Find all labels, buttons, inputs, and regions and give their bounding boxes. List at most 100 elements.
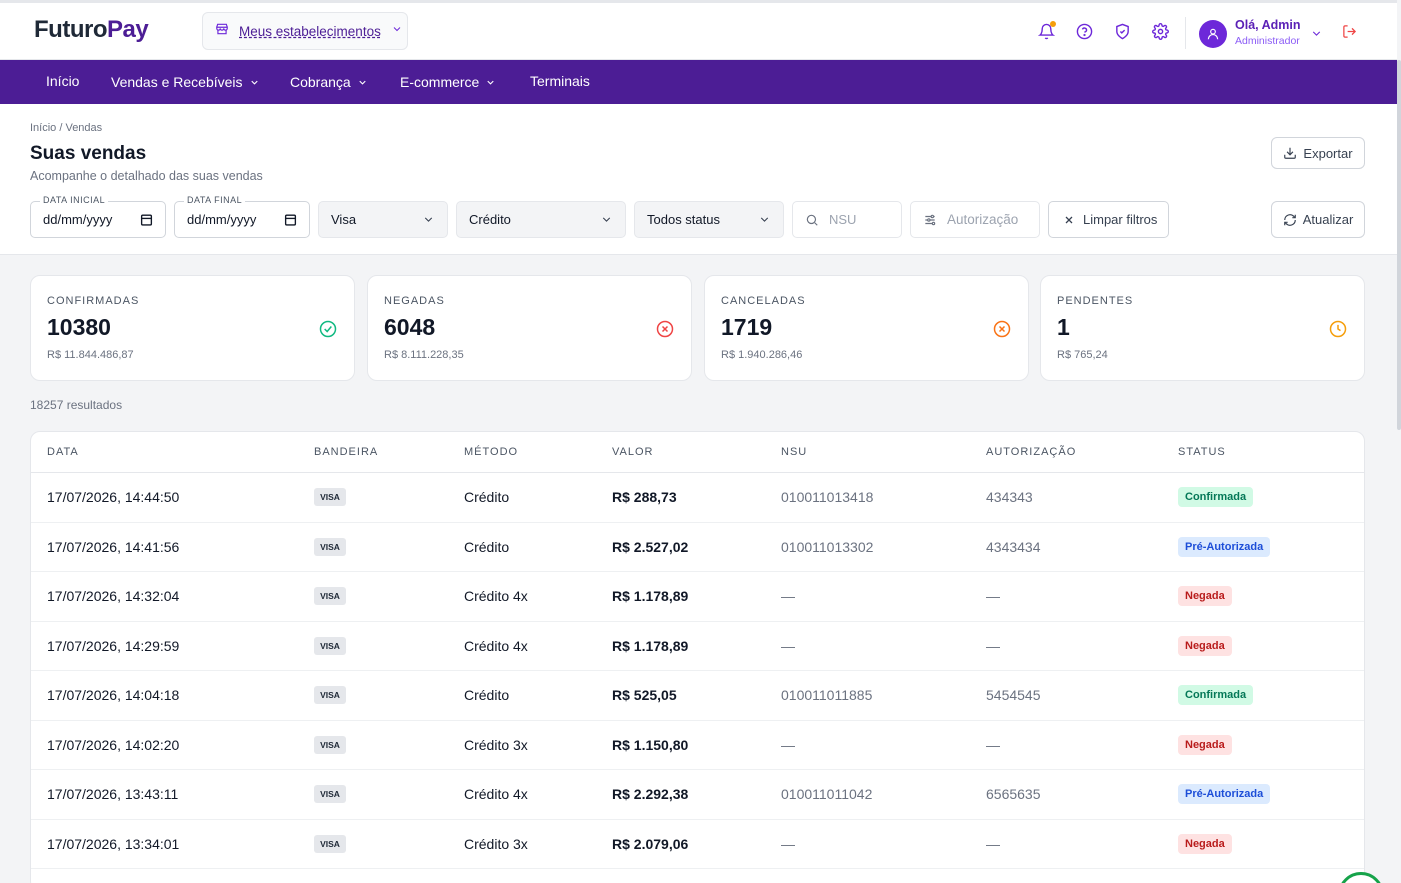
refresh-button[interactable]: Atualizar bbox=[1271, 201, 1365, 238]
card-count: 6048 bbox=[384, 314, 436, 340]
card-count: 10380 bbox=[47, 314, 111, 340]
status-badge: Negada bbox=[1178, 734, 1232, 755]
method-select[interactable]: Crédito bbox=[456, 201, 626, 238]
nav-item-vendas[interactable]: Vendas e Recebíveis bbox=[111, 74, 260, 90]
bell-icon[interactable] bbox=[1036, 21, 1056, 41]
table-row[interactable]: 17/07/2026, 13:43:11 VISA Crédito 4x R$ 2.2… bbox=[31, 770, 1364, 820]
download-icon bbox=[1284, 147, 1297, 159]
x-circle-icon bbox=[993, 320, 1011, 338]
scrollbar[interactable] bbox=[1397, 0, 1401, 883]
authorization-input[interactable]: Autorização bbox=[910, 201, 1040, 238]
calendar-icon bbox=[284, 214, 297, 226]
results-count: 18257 resultados bbox=[30, 398, 123, 412]
cell-date: 17/07/2026, 13:43:11 bbox=[47, 786, 179, 802]
chevron-down-icon bbox=[487, 80, 495, 85]
shield-icon[interactable] bbox=[1112, 21, 1132, 41]
establishments-selector[interactable]: Meus estabelecimentos bbox=[202, 12, 408, 50]
cell-authorization: 5454545 bbox=[986, 687, 1041, 703]
column-header[interactable]: AUTORIZAÇÃO bbox=[986, 446, 1077, 458]
cell-authorization: — bbox=[986, 736, 1000, 753]
table-row[interactable]: 17/07/2026, 14:02:20 VISA Crédito 3x R$ 1.1… bbox=[31, 721, 1364, 770]
status-badge: Confirmada bbox=[1178, 487, 1254, 507]
nav-item-inicio[interactable]: Início bbox=[46, 73, 80, 89]
column-header[interactable]: DATA bbox=[47, 446, 79, 458]
table-row[interactable]: 17/07/2026, 14:29:59 VISA Crédito 4x R$ 1.1… bbox=[31, 622, 1364, 671]
visa-card-icon: VISA bbox=[314, 785, 346, 803]
search-icon bbox=[806, 214, 818, 226]
end-date-input[interactable]: DATA FINAL dd/mm/yyyy bbox=[174, 195, 310, 238]
logout-icon[interactable] bbox=[1339, 21, 1359, 41]
avatar[interactable] bbox=[1199, 20, 1227, 48]
nsu-input[interactable]: NSU bbox=[792, 201, 902, 238]
status-badge: Pré-Autorizada bbox=[1178, 536, 1271, 557]
app-logo[interactable]: FuturoPay bbox=[34, 16, 149, 43]
help-icon[interactable] bbox=[1074, 21, 1094, 41]
nav-item-ecommerce[interactable]: E-commerce bbox=[400, 74, 496, 90]
start-date-label: DATA INICIAL bbox=[40, 195, 109, 205]
cell-authorization: 4343434 bbox=[986, 538, 1041, 555]
cell-date: 17/07/2026, 14:41:56 bbox=[47, 538, 180, 555]
sales-table: DATA BANDEIRA MÉTODO VALOR NSU AUTORIZAÇ… bbox=[30, 431, 1365, 883]
cell-method: Crédito bbox=[464, 489, 510, 505]
card-count: 1 bbox=[1057, 314, 1070, 340]
cell-nsu: — bbox=[781, 588, 795, 604]
nav-item-terminais[interactable]: Terminais bbox=[530, 73, 590, 89]
column-header[interactable]: VALOR bbox=[612, 446, 654, 458]
gear-icon[interactable] bbox=[1150, 21, 1170, 41]
cell-authorization: 434343 bbox=[986, 489, 1033, 505]
chevron-down-icon bbox=[250, 80, 258, 85]
user-role: Administrador bbox=[1235, 35, 1300, 47]
visa-card-icon: VISA bbox=[314, 587, 346, 605]
column-header[interactable]: MÉTODO bbox=[464, 446, 519, 458]
start-date-input[interactable]: DATA INICIAL dd/mm/yyyy bbox=[30, 195, 166, 238]
cell-date: 17/07/2026, 14:29:59 bbox=[47, 637, 180, 654]
column-header[interactable]: BANDEIRA bbox=[314, 446, 379, 458]
cell-nsu: 010011011042 bbox=[781, 786, 873, 802]
cell-date: 17/07/2026, 14:32:04 bbox=[47, 588, 180, 604]
clear-filters-button[interactable]: Limpar filtros bbox=[1048, 201, 1169, 238]
summary-card-pending: PENDENTES 1 R$ 765,24 bbox=[1040, 275, 1365, 381]
user-greeting[interactable]: Olá, Admin bbox=[1235, 18, 1301, 32]
visa-card-icon: VISA bbox=[314, 686, 346, 704]
divider bbox=[31, 472, 1364, 473]
table-row[interactable]: 17/07/2026, 13:34:01 VISA Crédito 3x R$ 2.0… bbox=[31, 820, 1364, 869]
cell-method: Crédito 4x bbox=[464, 786, 528, 802]
cell-authorization: 6565635 bbox=[986, 786, 1041, 802]
chevron-down-icon bbox=[424, 217, 433, 222]
cell-value: R$ 288,73 bbox=[612, 489, 677, 505]
cell-method: Crédito 3x bbox=[464, 736, 528, 753]
table-row[interactable]: 17/07/2026, 14:04:18 VISA Crédito R$ 525,05… bbox=[31, 671, 1364, 721]
status-badge: Negada bbox=[1178, 833, 1232, 854]
clock-icon bbox=[1329, 320, 1347, 338]
status-badge: Negada bbox=[1178, 635, 1232, 656]
card-amount: R$ 11.844.486,87 bbox=[47, 349, 134, 361]
cell-nsu: — bbox=[781, 736, 795, 753]
column-header[interactable]: NSU bbox=[781, 446, 808, 458]
table-row[interactable]: 17/07/2026, 14:32:04 VISA Crédito 4x R$ 1.1… bbox=[31, 572, 1364, 622]
status-badge: Confirmada bbox=[1178, 685, 1254, 705]
chevron-down-icon[interactable] bbox=[1306, 23, 1326, 43]
export-button[interactable]: Exportar bbox=[1271, 137, 1365, 169]
nav-item-cobranca[interactable]: Cobrança bbox=[290, 74, 368, 90]
status-select[interactable]: Todos status bbox=[634, 201, 784, 238]
store-icon bbox=[215, 22, 229, 41]
check-circle-icon bbox=[319, 320, 337, 338]
sliders-icon bbox=[925, 214, 936, 225]
breadcrumb: Início / Vendas bbox=[30, 122, 103, 134]
page-title: Suas vendas bbox=[30, 143, 147, 164]
visa-card-icon: VISA bbox=[314, 537, 346, 556]
cell-date: 17/07/2026, 14:04:18 bbox=[47, 687, 180, 703]
cell-nsu: 010011013418 bbox=[781, 489, 874, 505]
visa-card-icon: VISA bbox=[314, 636, 346, 655]
scrollbar-thumb[interactable] bbox=[1397, 60, 1401, 430]
visa-card-icon: VISA bbox=[314, 488, 346, 506]
main-nav: Início Vendas e Recebíveis Cobrança E-co… bbox=[0, 60, 1397, 104]
brand-select[interactable]: Visa bbox=[318, 201, 448, 238]
cell-value: R$ 2.292,38 bbox=[612, 786, 689, 802]
summary-card-canceled: CANCELADAS 1719 R$ 1.940.286,46 bbox=[704, 275, 1029, 381]
chevron-down-icon bbox=[760, 217, 769, 222]
column-header[interactable]: STATUS bbox=[1178, 446, 1226, 458]
summary-card-confirmed: CONFIRMADAS 10380 R$ 11.844.486,87 bbox=[30, 275, 355, 381]
table-row[interactable]: 17/07/2026, 14:41:56 VISA Crédito R$ 2.527,… bbox=[31, 523, 1364, 572]
table-row[interactable]: 17/07/2026, 14:44:50 VISA Crédito R$ 288,73… bbox=[31, 473, 1364, 523]
